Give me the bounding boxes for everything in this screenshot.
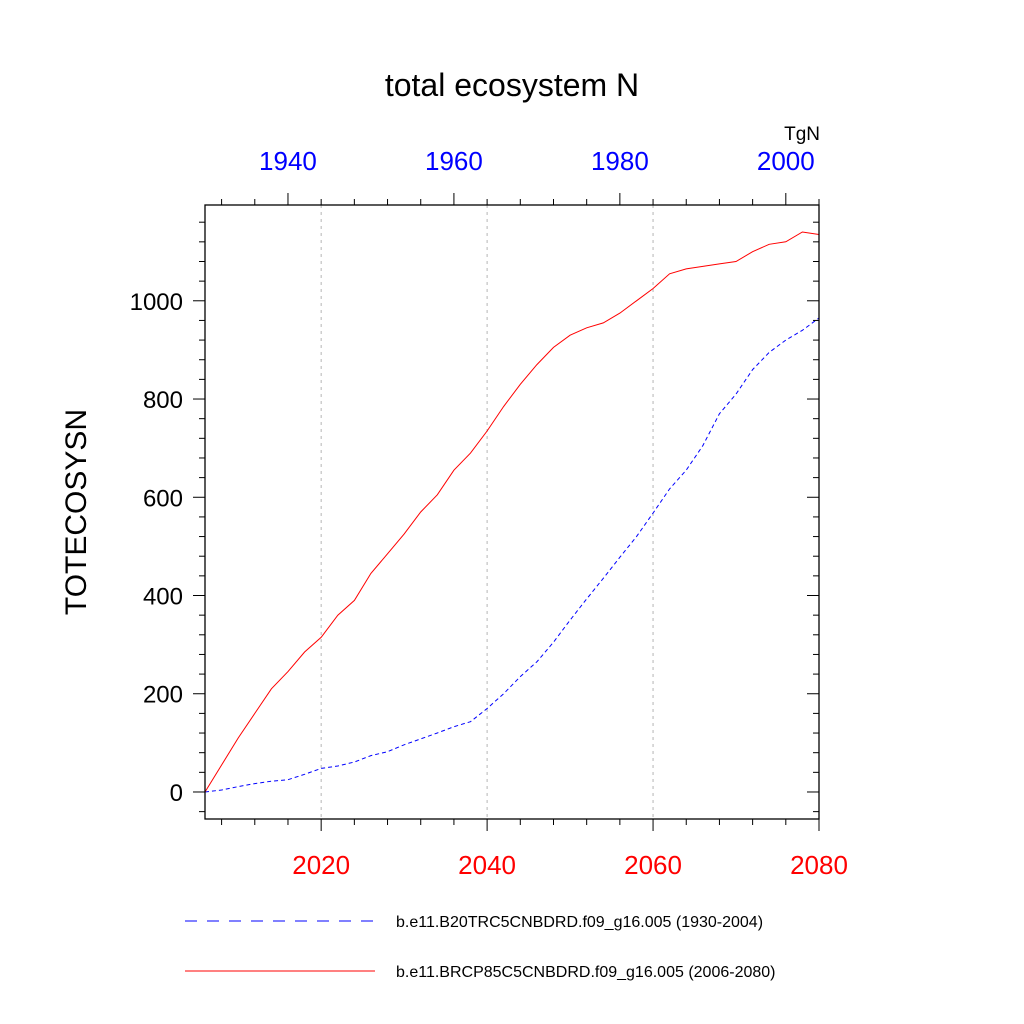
x-top-tick-label-1960: 1960 bbox=[425, 146, 483, 176]
legend: b.e11.B20TRC5CNBDRD.f09_g16.005 (1930-20… bbox=[185, 914, 775, 981]
legend-label-rcp85: b.e11.BRCP85C5CNBDRD.f09_g16.005 (2006-2… bbox=[396, 964, 775, 981]
x-top-tick-label-1940: 1940 bbox=[259, 146, 317, 176]
y-tick-label-400: 400 bbox=[143, 584, 183, 611]
legend-label-historical: b.e11.B20TRC5CNBDRD.f09_g16.005 (1930-20… bbox=[396, 914, 763, 931]
y-tick-label-600: 600 bbox=[143, 485, 183, 512]
x-bottom-tick-label-2080: 2080 bbox=[790, 850, 848, 880]
y-tick-label-0: 0 bbox=[170, 780, 183, 807]
units-label: TgN bbox=[784, 124, 820, 145]
gridlines bbox=[320, 205, 654, 819]
y-axis-label: TOTECOSYSN bbox=[60, 409, 93, 615]
series-line-historical bbox=[204, 317, 820, 793]
series-layer bbox=[204, 231, 820, 793]
axis-ticks bbox=[193, 193, 820, 831]
y-tick-label-200: 200 bbox=[143, 682, 183, 709]
y-tick-label-800: 800 bbox=[143, 387, 183, 414]
series-line-rcp85 bbox=[204, 231, 820, 793]
x-top-tick-label-2000: 2000 bbox=[757, 146, 815, 176]
chart-title: total ecosystem N bbox=[385, 67, 639, 103]
x-bottom-tick-label-2040: 2040 bbox=[458, 850, 516, 880]
x-top-tick-label-1980: 1980 bbox=[591, 146, 649, 176]
y-tick-label-1000: 1000 bbox=[130, 289, 183, 316]
tick-labels: 0 200 400 600 800 1000 2020 2040 2060 2080 1940 196… bbox=[130, 146, 848, 880]
plot-frame bbox=[204, 204, 820, 820]
x-bottom-tick-label-2020: 2020 bbox=[292, 850, 350, 880]
x-bottom-tick-label-2060: 2060 bbox=[624, 850, 682, 880]
